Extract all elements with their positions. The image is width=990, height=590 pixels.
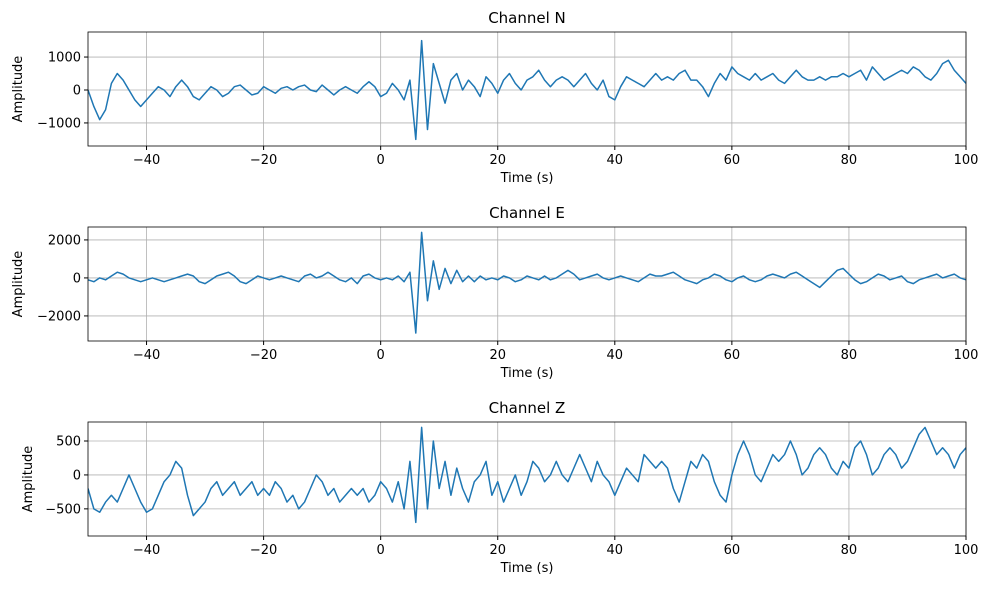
chart-title: Channel E — [489, 204, 565, 222]
waveform — [88, 39, 966, 141]
waveform — [88, 231, 966, 334]
y-axis-label: Amplitude — [21, 446, 36, 513]
plot-area — [88, 227, 966, 341]
axes-frame — [87, 421, 967, 537]
x-tick-label: 20 — [489, 543, 506, 558]
x-tick-label: −40 — [133, 348, 160, 363]
x-tick-label: 0 — [377, 153, 385, 168]
x-tick-label: −20 — [250, 543, 277, 558]
x-tick-label: 100 — [954, 348, 979, 363]
axes-frame — [87, 226, 967, 342]
x-tick-label: 100 — [954, 153, 979, 168]
x-tick-label: −40 — [133, 543, 160, 558]
y-tick-label: −500 — [45, 502, 81, 517]
y-axis-label: Amplitude — [11, 251, 26, 318]
x-tick-label: −40 — [133, 153, 160, 168]
x-axis-label: Time (s) — [500, 561, 554, 576]
y-tick-label: 500 — [56, 435, 81, 450]
chart-title: Channel N — [488, 9, 566, 27]
axes-frame — [87, 31, 967, 147]
x-tick-label: 40 — [607, 348, 624, 363]
x-tick-label: 40 — [607, 153, 624, 168]
x-tick-label: 60 — [724, 543, 741, 558]
x-tick-label: 40 — [607, 543, 624, 558]
y-tick-label: 2000 — [48, 233, 81, 248]
y-tick-label: 0 — [73, 271, 81, 286]
y-tick-label: 0 — [73, 468, 81, 483]
waveform — [88, 426, 966, 524]
x-tick-label: 60 — [724, 348, 741, 363]
x-tick-label: −20 — [250, 348, 277, 363]
x-tick-label: 0 — [377, 348, 385, 363]
x-tick-label: 20 — [489, 348, 506, 363]
x-tick-label: 60 — [724, 153, 741, 168]
y-tick-label: 0 — [73, 83, 81, 98]
x-tick-label: 80 — [841, 153, 858, 168]
plot-area — [88, 32, 966, 146]
x-tick-label: 0 — [377, 543, 385, 558]
x-tick-label: −20 — [250, 153, 277, 168]
y-tick-label: −1000 — [37, 116, 81, 131]
y-tick-label: −2000 — [37, 309, 81, 324]
x-axis-label: Time (s) — [500, 366, 554, 381]
x-tick-label: 20 — [489, 153, 506, 168]
x-tick-label: 100 — [954, 543, 979, 558]
x-tick-label: 80 — [841, 543, 858, 558]
y-tick-label: 1000 — [48, 51, 81, 66]
y-axis-label: Amplitude — [11, 56, 26, 123]
chart-title: Channel Z — [489, 399, 566, 417]
x-axis-label: Time (s) — [500, 171, 554, 186]
x-tick-label: 80 — [841, 348, 858, 363]
